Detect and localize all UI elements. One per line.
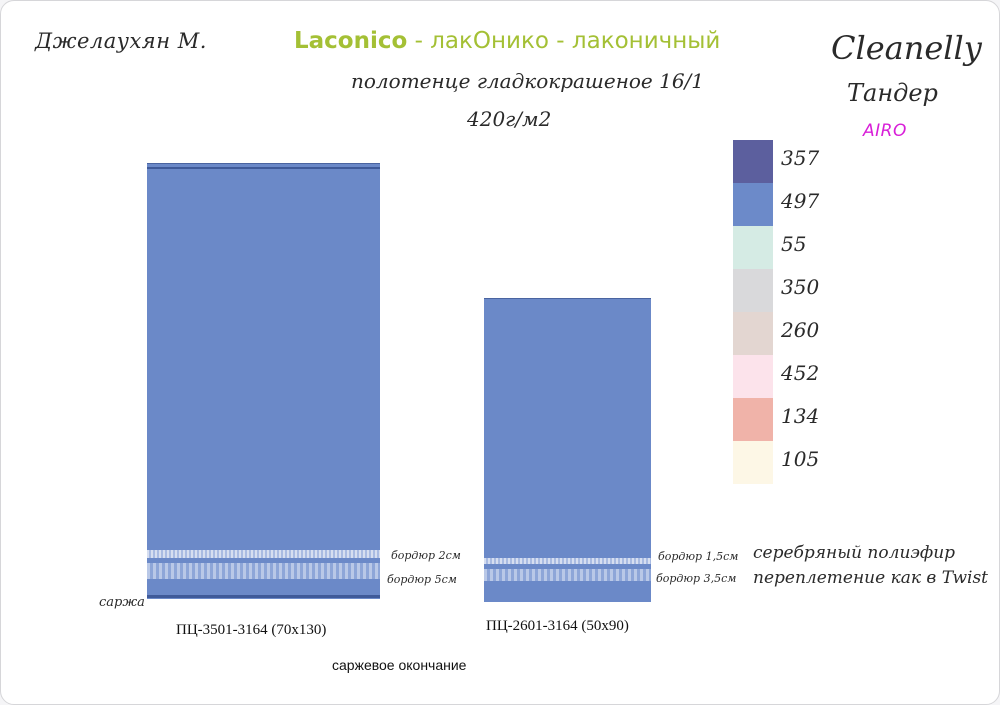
fabric-density: 420г/м2	[467, 107, 552, 131]
color-swatch: 357	[733, 140, 819, 183]
towel-border-large	[484, 569, 651, 581]
color-code: 452	[781, 361, 820, 385]
line-name: AIRO	[863, 121, 907, 141]
towel-small-border-bottom-note: бордюр 3,5см	[656, 572, 737, 585]
color-code: 350	[781, 275, 820, 299]
brand-name: Cleanelly	[831, 29, 982, 67]
page-title: Laconico - лакОнико - лаконичный	[294, 28, 720, 54]
product-subtitle: полотенце гладкокрашеное 16/1	[351, 69, 705, 93]
towel-border-small	[484, 558, 651, 564]
title-latin: Laconico	[294, 28, 408, 54]
color-code: 260	[781, 318, 820, 342]
color-palette: 357 497 55 350 260 452 134 105	[733, 140, 819, 484]
towel-small-border-top-note: бордюр 1,5см	[658, 550, 739, 563]
ending-note: саржевое окончание	[332, 657, 467, 673]
towel-large-border-top-note: бордюр 2см	[391, 549, 461, 562]
color-code: 55	[781, 232, 807, 256]
color-swatch: 452	[733, 355, 819, 398]
towel-bottom-hem	[147, 595, 380, 598]
towel-large-illustration	[147, 163, 380, 599]
color-swatch: 497	[733, 183, 819, 226]
towel-top-hem	[147, 167, 380, 169]
towel-small-illustration	[484, 298, 651, 602]
color-code: 134	[781, 404, 820, 428]
color-code: 105	[781, 447, 820, 471]
series-name: Тандер	[847, 79, 938, 107]
weave-note-line1: серебряный полиэфир	[753, 543, 956, 563]
color-swatch: 260	[733, 312, 819, 355]
weave-note-line2: переплетение как в Twist	[753, 568, 988, 588]
weave-note: серебряный полиэфир переплетение как в T…	[753, 541, 988, 591]
author-name: Джелаухян М.	[35, 29, 207, 53]
towel-border-large	[147, 563, 380, 579]
color-code: 357	[781, 146, 820, 170]
towel-border-small	[147, 550, 380, 558]
towel-edge-note: саржа	[99, 595, 145, 610]
towel-large-label: ПЦ-3501-3164 (70х130)	[176, 622, 327, 638]
title-cyrillic: - лакОнико - лаконичный	[407, 28, 721, 54]
color-code: 497	[781, 189, 820, 213]
towel-small-label: ПЦ-2601-3164 (50х90)	[486, 618, 629, 634]
color-swatch: 105	[733, 441, 819, 484]
color-swatch: 55	[733, 226, 806, 269]
towel-large-border-bottom-note: бордюр 5см	[387, 573, 457, 586]
color-swatch: 134	[733, 398, 819, 441]
color-swatch: 350	[733, 269, 819, 312]
